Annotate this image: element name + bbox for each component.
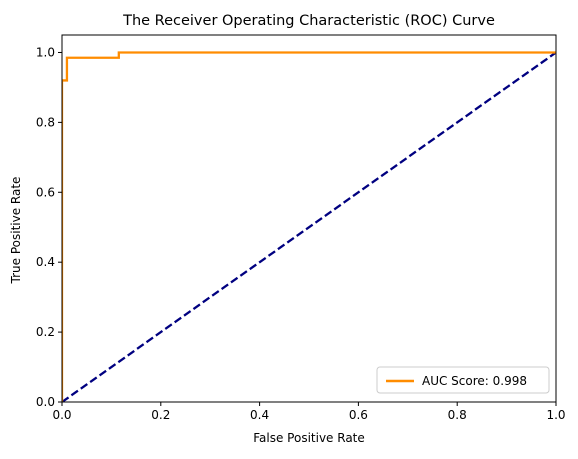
x-tick-label: 0.4 — [250, 408, 269, 422]
legend-label: AUC Score: 0.998 — [422, 374, 527, 388]
x-tick-label: 0.2 — [151, 408, 170, 422]
plot-area: 0.0 0.2 0.4 0.6 0.8 1.0 0.0 0.2 0.4 0.6 0.8 1.0 — [36, 34, 566, 422]
x-tick-label: 0.6 — [349, 408, 368, 422]
roc-curve-line — [62, 51, 556, 402]
y-tick-label: 0.8 — [36, 115, 55, 129]
y-axis-label: True Positive Rate — [9, 177, 23, 285]
y-tick-label: 0.4 — [36, 255, 55, 269]
x-axis-label: False Positive Rate — [253, 431, 365, 445]
axes-frame — [61, 34, 557, 403]
x-tick-label: 0.8 — [448, 408, 467, 422]
legend: AUC Score: 0.998 — [376, 366, 550, 394]
x-tick-label: 0.0 — [52, 408, 71, 422]
legend-box — [376, 366, 550, 394]
x-tick-label: 1.0 — [546, 408, 565, 422]
y-tick-label: 0.2 — [36, 325, 55, 339]
chart-title: The Receiver Operating Characteristic (R… — [122, 13, 495, 29]
y-tick-label: 1.0 — [36, 45, 55, 59]
chance-diagonal-line — [62, 51, 556, 402]
y-tick-label: 0.0 — [36, 395, 55, 409]
y-tick-label: 0.6 — [36, 185, 55, 199]
